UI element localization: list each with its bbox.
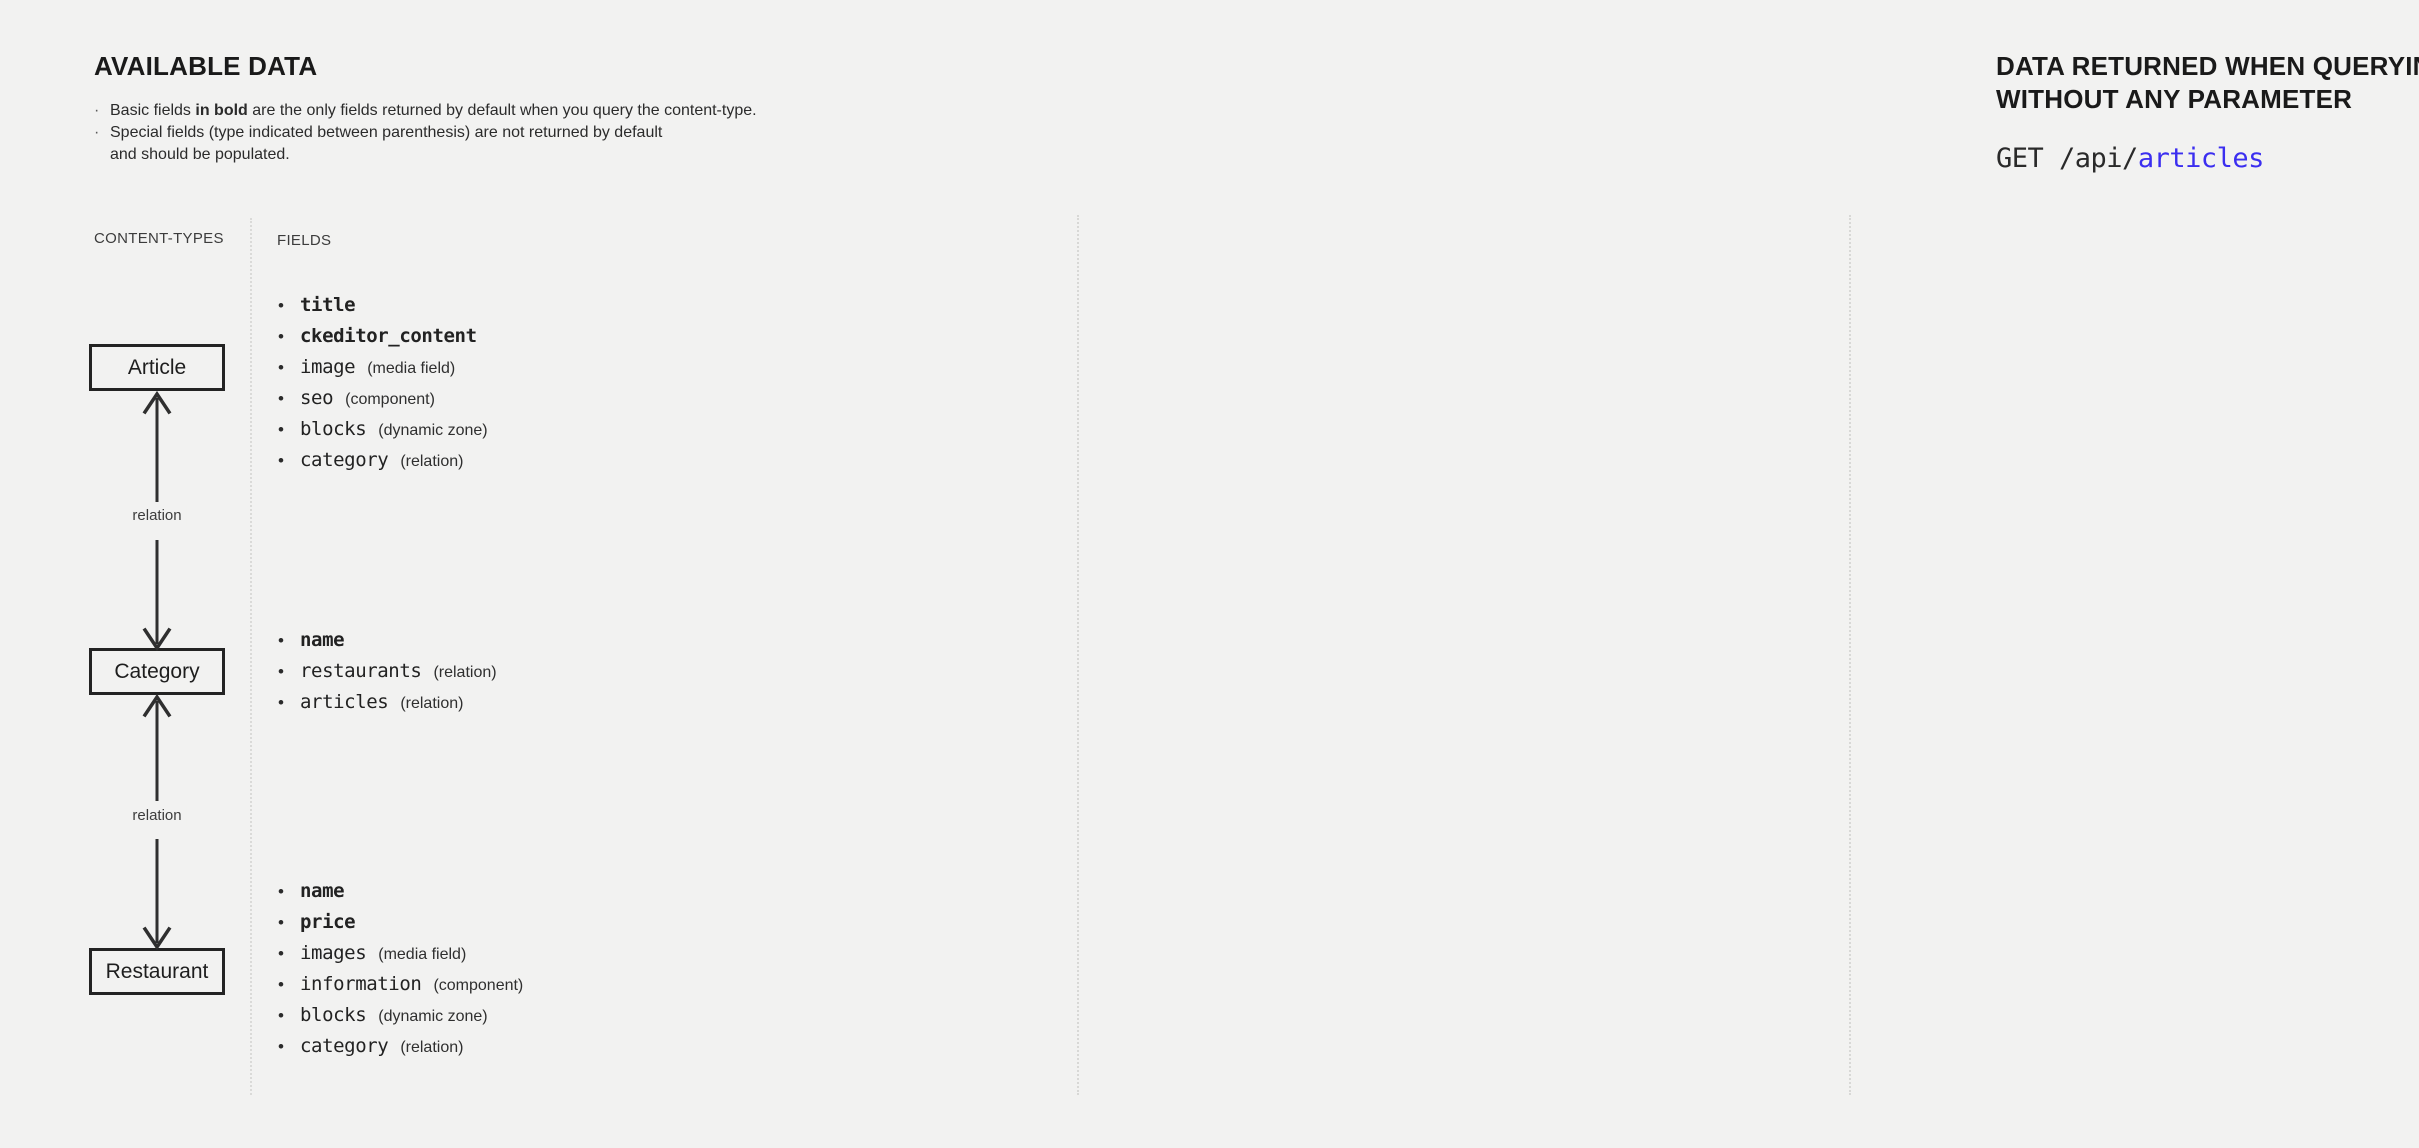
field-type: (relation) xyxy=(400,453,464,470)
field-name: name xyxy=(300,880,345,902)
relation-arrow-category-restaurant xyxy=(142,693,172,951)
panel-1-inner-divider xyxy=(250,218,252,1095)
panel-2-heading-line1: DATA RETURNED WHEN QUERYING ARTICLES xyxy=(1996,50,2419,83)
relation-label: relation xyxy=(127,805,187,826)
panel-divider-2 xyxy=(1849,215,1851,1095)
request-path-pre: /api/ xyxy=(2043,143,2138,174)
field-row: • blocks (dynamic zone) xyxy=(278,414,489,445)
bullet-icon: • xyxy=(278,1037,284,1056)
fields-list-category: • name • restaurants (relation) • articl… xyxy=(278,625,497,718)
bullet-icon: • xyxy=(278,662,284,681)
bullet-icon: • xyxy=(278,631,284,650)
content-type-box-article[interactable]: Article xyxy=(89,344,225,391)
field-type: (dynamic zone) xyxy=(378,422,488,439)
note-item: · Special fields (type indicated between… xyxy=(94,122,757,166)
field-row: • blocks (dynamic zone) xyxy=(278,1000,523,1031)
bullet-icon: • xyxy=(278,693,284,712)
panel-1-content-types-label: CONTENT-TYPES xyxy=(94,230,224,247)
request-resource: articles xyxy=(2137,143,2265,174)
content-type-box-category[interactable]: Category xyxy=(89,648,225,695)
note-pre: Basic fields xyxy=(110,102,196,119)
field-name: ckeditor_content xyxy=(300,325,477,347)
note-text: Basic fields in bold are the only fields… xyxy=(110,100,757,122)
content-type-box-restaurant[interactable]: Restaurant xyxy=(89,948,225,995)
bullet-icon: • xyxy=(278,296,284,315)
field-row: • category (relation) xyxy=(278,445,489,476)
field-type: (dynamic zone) xyxy=(378,1008,488,1025)
field-name: blocks xyxy=(300,1004,367,1026)
field-type: (relation) xyxy=(400,695,464,712)
panel-divider-1 xyxy=(1077,215,1079,1095)
panel-1-notes: · Basic fields in bold are the only fiel… xyxy=(94,100,757,166)
field-name: name xyxy=(300,629,345,651)
content-type-label: Article xyxy=(127,355,187,379)
field-name: images xyxy=(300,942,367,964)
bullet-icon: • xyxy=(278,1006,284,1025)
bullet-icon: • xyxy=(278,882,284,901)
bullet-icon: • xyxy=(278,358,284,377)
field-type: (media field) xyxy=(378,946,467,963)
field-row: • articles (relation) xyxy=(278,687,497,718)
panel-available-data: AVAILABLE DATA · Basic fields in bold ar… xyxy=(0,0,1077,1148)
note-item: · Basic fields in bold are the only fiel… xyxy=(94,100,757,122)
bullet-icon: • xyxy=(278,975,284,994)
http-method: GET xyxy=(1996,143,2044,174)
heading-pre: DATA RETURNED WHEN QUERYING xyxy=(1996,51,2419,81)
bullet-icon: • xyxy=(278,389,284,408)
field-name: information xyxy=(300,973,422,995)
field-row: • images (media field) xyxy=(278,938,523,969)
bullet-icon: • xyxy=(278,327,284,346)
panel-1-fields-label: FIELDS xyxy=(277,232,332,249)
field-name: restaurants xyxy=(300,660,422,682)
note-post: are the only fields returned by default … xyxy=(247,102,757,119)
field-row: • price xyxy=(278,907,523,938)
field-name: price xyxy=(300,911,356,933)
field-name: category xyxy=(300,1035,389,1057)
content-type-label: Restaurant xyxy=(105,959,209,983)
panel-2-heading-line2: WITHOUT ANY PARAMETER xyxy=(1996,84,2353,114)
field-type: (relation) xyxy=(433,664,497,681)
bullet-icon: · xyxy=(94,102,100,119)
panel-2-heading: DATA RETURNED WHEN QUERYING ARTICLES WIT… xyxy=(1996,50,2419,116)
field-row: • ckeditor_content xyxy=(278,321,489,352)
field-name: seo xyxy=(300,387,334,409)
field-row: • category (relation) xyxy=(278,1031,523,1062)
fields-list-restaurant: • name • price • images (media field) • … xyxy=(278,876,523,1062)
note-bold: in bold xyxy=(195,102,248,119)
field-name: image xyxy=(300,356,356,378)
panel-populate-one-level: DATA RETURNED WHEN QUERYING ARTICLES AND… xyxy=(1849,0,2419,1148)
field-type: (media field) xyxy=(367,360,456,377)
field-row: • information (component) xyxy=(278,969,523,1000)
field-type: (relation) xyxy=(400,1039,464,1056)
field-row: • seo (component) xyxy=(278,383,489,414)
relation-arrow-article-category xyxy=(142,390,172,652)
field-type: (component) xyxy=(433,977,524,994)
relation-label: relation xyxy=(127,505,187,526)
bullet-icon: • xyxy=(278,913,284,932)
field-name: category xyxy=(300,449,389,471)
bullet-icon: • xyxy=(278,944,284,963)
field-row: • restaurants (relation) xyxy=(278,656,497,687)
field-name: articles xyxy=(300,691,389,713)
field-name: title xyxy=(300,294,356,316)
bullet-icon: · xyxy=(94,124,100,141)
panel-no-parameter: DATA RETURNED WHEN QUERYING ARTICLES WIT… xyxy=(1077,0,2419,1148)
bullet-icon: • xyxy=(278,451,284,470)
panel-2-get-request: GET /api/articles xyxy=(1996,142,2264,176)
field-row: • image (media field) xyxy=(278,352,489,383)
panel-1-heading: AVAILABLE DATA xyxy=(94,50,317,83)
field-row: • name xyxy=(278,625,497,656)
field-row: • name xyxy=(278,876,523,907)
bullet-icon: • xyxy=(278,420,284,439)
fields-list-article: • title • ckeditor_content • image (medi… xyxy=(278,290,489,476)
field-row: • title xyxy=(278,290,489,321)
panel-1-heading-text: AVAILABLE DATA xyxy=(94,51,318,81)
content-type-label: Category xyxy=(114,659,200,683)
field-type: (component) xyxy=(345,391,435,408)
note-text: Special fields (type indicated between p… xyxy=(110,124,663,163)
field-name: blocks xyxy=(300,418,367,440)
